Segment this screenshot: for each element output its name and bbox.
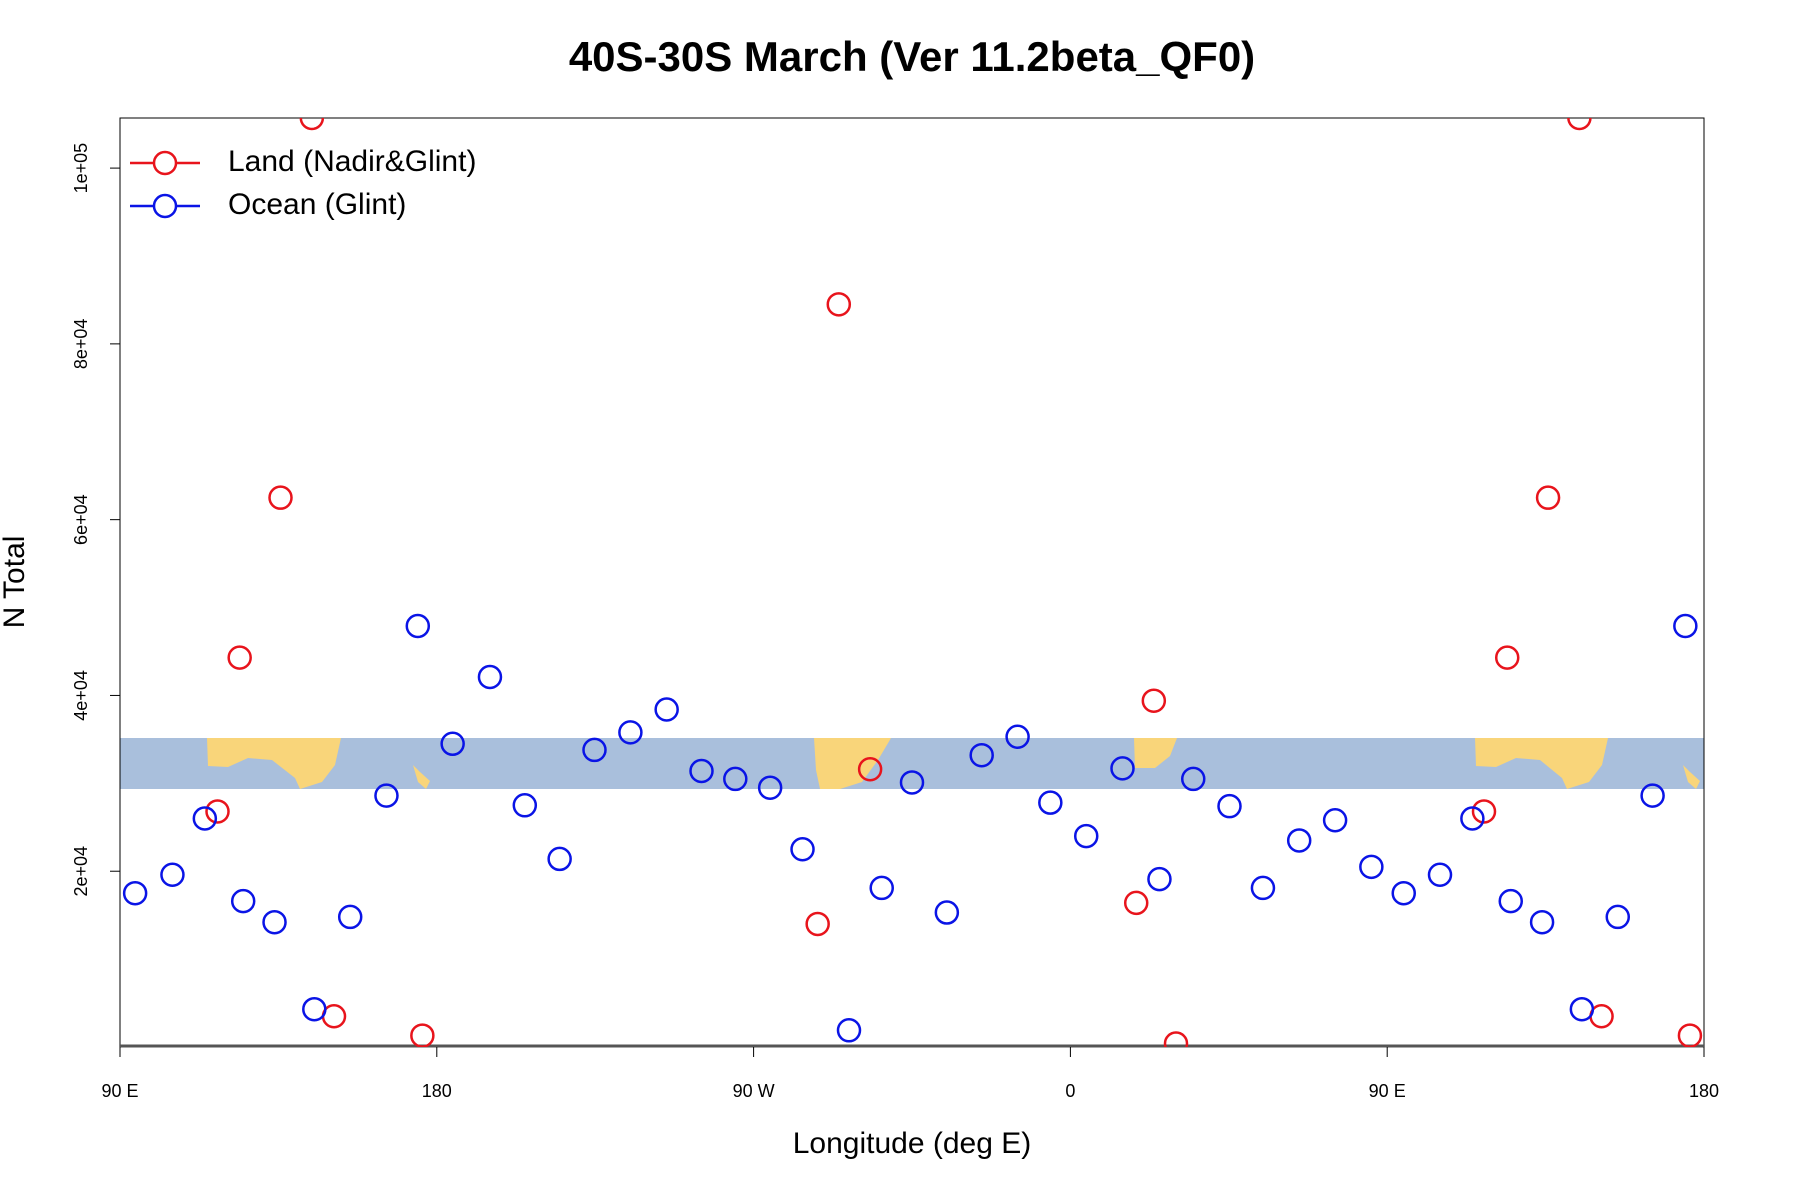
point [1471,799,1497,824]
y-tick-label: 1e+05 [71,143,91,194]
chart-title: 40S-30S March (Ver 11.2beta_QF0) [569,33,1255,80]
point [1498,888,1524,914]
x-tick-label: 180 [1689,1081,1719,1101]
point [440,731,465,757]
point [337,904,363,930]
point [302,996,327,1022]
x-tick-label: 0 [1065,1081,1075,1101]
point [689,758,714,784]
point [826,292,852,317]
point [160,862,185,887]
point [299,118,325,131]
y-tick-label: 6e+04 [71,494,91,545]
point [1460,806,1485,831]
legend-marker [152,193,178,219]
y-tick-label: 4e+04 [71,670,91,721]
point [262,909,287,935]
point [1567,118,1592,131]
point [1073,823,1099,849]
point [1569,996,1595,1022]
x-axis-label: Longitude (deg E) [793,1127,1032,1160]
point [969,742,994,768]
point [477,664,503,690]
point [1529,909,1555,935]
point [1535,485,1561,510]
point [1359,854,1384,880]
x-tick-label: 180 [422,1081,452,1101]
point [1180,766,1206,792]
point [1250,875,1276,901]
point [227,645,252,670]
legend-label: Ocean (Glint) [228,188,406,221]
point [790,836,815,862]
point [122,880,148,906]
point [268,485,293,510]
point [757,775,783,800]
x-tick-label: 90 W [733,1081,775,1101]
point [410,1023,435,1047]
point [582,737,607,763]
point [1640,783,1665,808]
point [192,806,218,831]
point [1677,1023,1703,1047]
point [1110,756,1135,781]
point [899,770,925,795]
x-tick-label: 90 E [1369,1081,1406,1101]
point [1123,890,1149,916]
x-tick-label: 90 E [101,1081,138,1101]
point [1427,862,1453,887]
point [654,697,679,722]
point [869,875,894,901]
point [723,766,748,792]
legend-label: Land (Nadir&Glint) [228,145,476,178]
y-tick-label: 2e+04 [71,846,91,897]
point [512,793,538,818]
point [205,799,230,824]
point [1147,866,1172,892]
point [1286,828,1312,853]
map-strip [120,738,1704,789]
point [374,783,399,808]
point [836,1018,862,1043]
point [934,900,960,925]
point [230,888,256,914]
point [618,720,643,745]
point [1494,645,1520,670]
point [1673,613,1698,639]
point [1005,724,1030,749]
point [857,757,883,782]
legend-marker [152,150,178,176]
y-axis-label: N Total [0,536,31,629]
point [1038,790,1063,815]
point [547,846,572,872]
points [122,118,1703,1047]
point [1391,880,1416,906]
point [805,911,830,937]
point [405,613,431,639]
point [1141,688,1167,713]
y-tick-label: 8e+04 [71,319,91,370]
point [1322,807,1348,833]
point [1605,904,1631,930]
point [1163,1031,1189,1047]
point [1217,793,1242,819]
